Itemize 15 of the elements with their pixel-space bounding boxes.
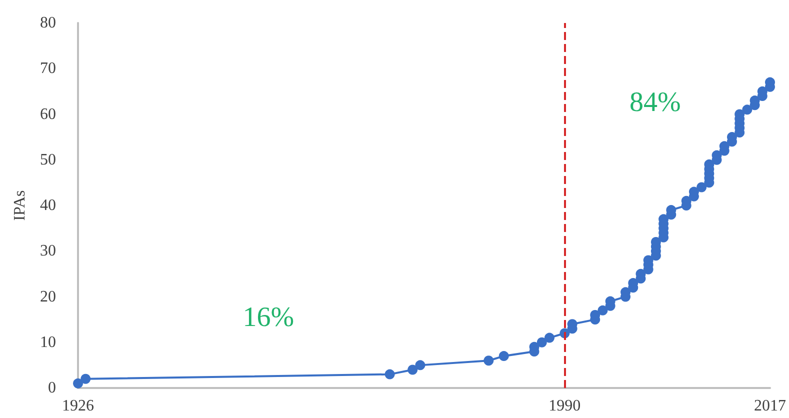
y-axis-title: IPAs (12, 190, 28, 221)
x-tick-label: 2017 (754, 398, 786, 414)
y-tick-label: 80 (40, 14, 56, 32)
y-tick-label: 30 (40, 242, 56, 260)
y-tick-label: 0 (48, 380, 56, 396)
y-tick-label: 20 (40, 288, 56, 306)
y-tick-label: 50 (40, 151, 56, 168)
y-tick-label: 70 (40, 60, 56, 78)
x-tick-label: 1990 (548, 398, 581, 414)
annotation: 16% (242, 302, 294, 334)
y-tick-label: 10 (40, 334, 56, 351)
y-tick-label: 40 (40, 197, 56, 214)
y-tick-label: 60 (40, 106, 56, 123)
x-tick-label: 1926 (62, 398, 94, 414)
annotation: 84% (629, 86, 681, 118)
